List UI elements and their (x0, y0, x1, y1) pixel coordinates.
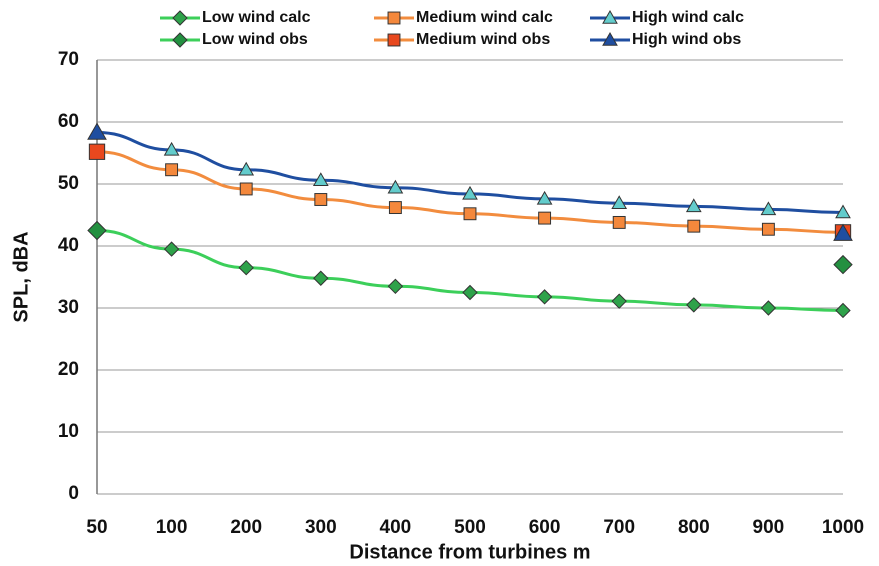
marker (87, 220, 107, 241)
marker (387, 33, 401, 47)
marker (463, 207, 477, 221)
x-tick-label: 900 (753, 517, 785, 538)
marker (833, 254, 853, 275)
marker (602, 9, 618, 24)
legend-item: Low wind obs (160, 31, 308, 48)
marker (163, 241, 180, 257)
marker (760, 201, 777, 216)
y-tick-label: 40 (58, 235, 79, 256)
marker (314, 193, 328, 206)
marker (238, 161, 255, 176)
marker (313, 270, 329, 286)
x-tick-label: 400 (380, 517, 412, 538)
series-line (96, 229, 844, 312)
marker (387, 179, 404, 194)
x-axis-title: Distance from turbines m (349, 541, 590, 563)
marker (387, 278, 404, 295)
legend-item: Medium wind obs (374, 31, 550, 48)
legend-item: Medium wind calc (374, 9, 553, 26)
y-tick-label: 0 (68, 483, 79, 504)
marker (538, 211, 552, 225)
marker (611, 293, 627, 309)
marker (462, 284, 478, 301)
marker (602, 31, 618, 46)
marker (761, 222, 775, 236)
marker (239, 182, 253, 196)
y-tick-label: 70 (58, 49, 79, 70)
marker (462, 185, 478, 200)
series-line (96, 131, 844, 215)
marker (87, 122, 107, 140)
x-tick-label: 1000 (822, 517, 864, 538)
y-axis-title: SPL, dBA (10, 231, 32, 322)
marker (611, 195, 628, 209)
legend-label: Medium wind obs (416, 31, 550, 48)
marker (686, 297, 702, 313)
marker (685, 198, 702, 213)
legend-item: High wind obs (590, 31, 741, 48)
legend-label: High wind calc (632, 9, 744, 26)
x-tick-label: 50 (86, 517, 107, 538)
marker (387, 11, 401, 25)
legend-item: High wind calc (590, 9, 744, 26)
marker (172, 10, 188, 26)
marker (536, 190, 553, 205)
marker (835, 204, 851, 219)
marker (833, 223, 853, 241)
y-tick-label: 60 (58, 111, 79, 132)
marker (612, 215, 626, 229)
series-line (96, 150, 844, 234)
marker (88, 143, 106, 160)
legend-label: Medium wind calc (416, 9, 553, 26)
marker (835, 302, 851, 319)
marker (760, 300, 777, 316)
marker (536, 289, 553, 305)
x-tick-label: 700 (603, 517, 635, 538)
marker (312, 172, 329, 187)
marker (165, 163, 179, 177)
x-tick-label: 100 (156, 517, 188, 538)
legend-label: High wind obs (632, 31, 741, 48)
legend-label: Low wind obs (202, 31, 308, 48)
legend-item: Low wind calc (160, 9, 311, 26)
y-tick-label: 20 (58, 359, 79, 380)
x-tick-label: 600 (529, 517, 561, 538)
marker (388, 201, 402, 215)
legend-label: Low wind calc (202, 9, 311, 26)
y-tick-label: 30 (58, 297, 79, 318)
x-tick-label: 500 (454, 517, 486, 538)
y-tick-label: 50 (58, 173, 79, 194)
x-tick-label: 200 (230, 517, 262, 538)
marker (687, 219, 701, 233)
marker (238, 259, 254, 276)
marker (163, 141, 180, 156)
x-tick-label: 300 (305, 517, 337, 538)
marker (172, 32, 188, 48)
y-tick-label: 10 (58, 421, 79, 442)
x-tick-label: 800 (678, 517, 710, 538)
